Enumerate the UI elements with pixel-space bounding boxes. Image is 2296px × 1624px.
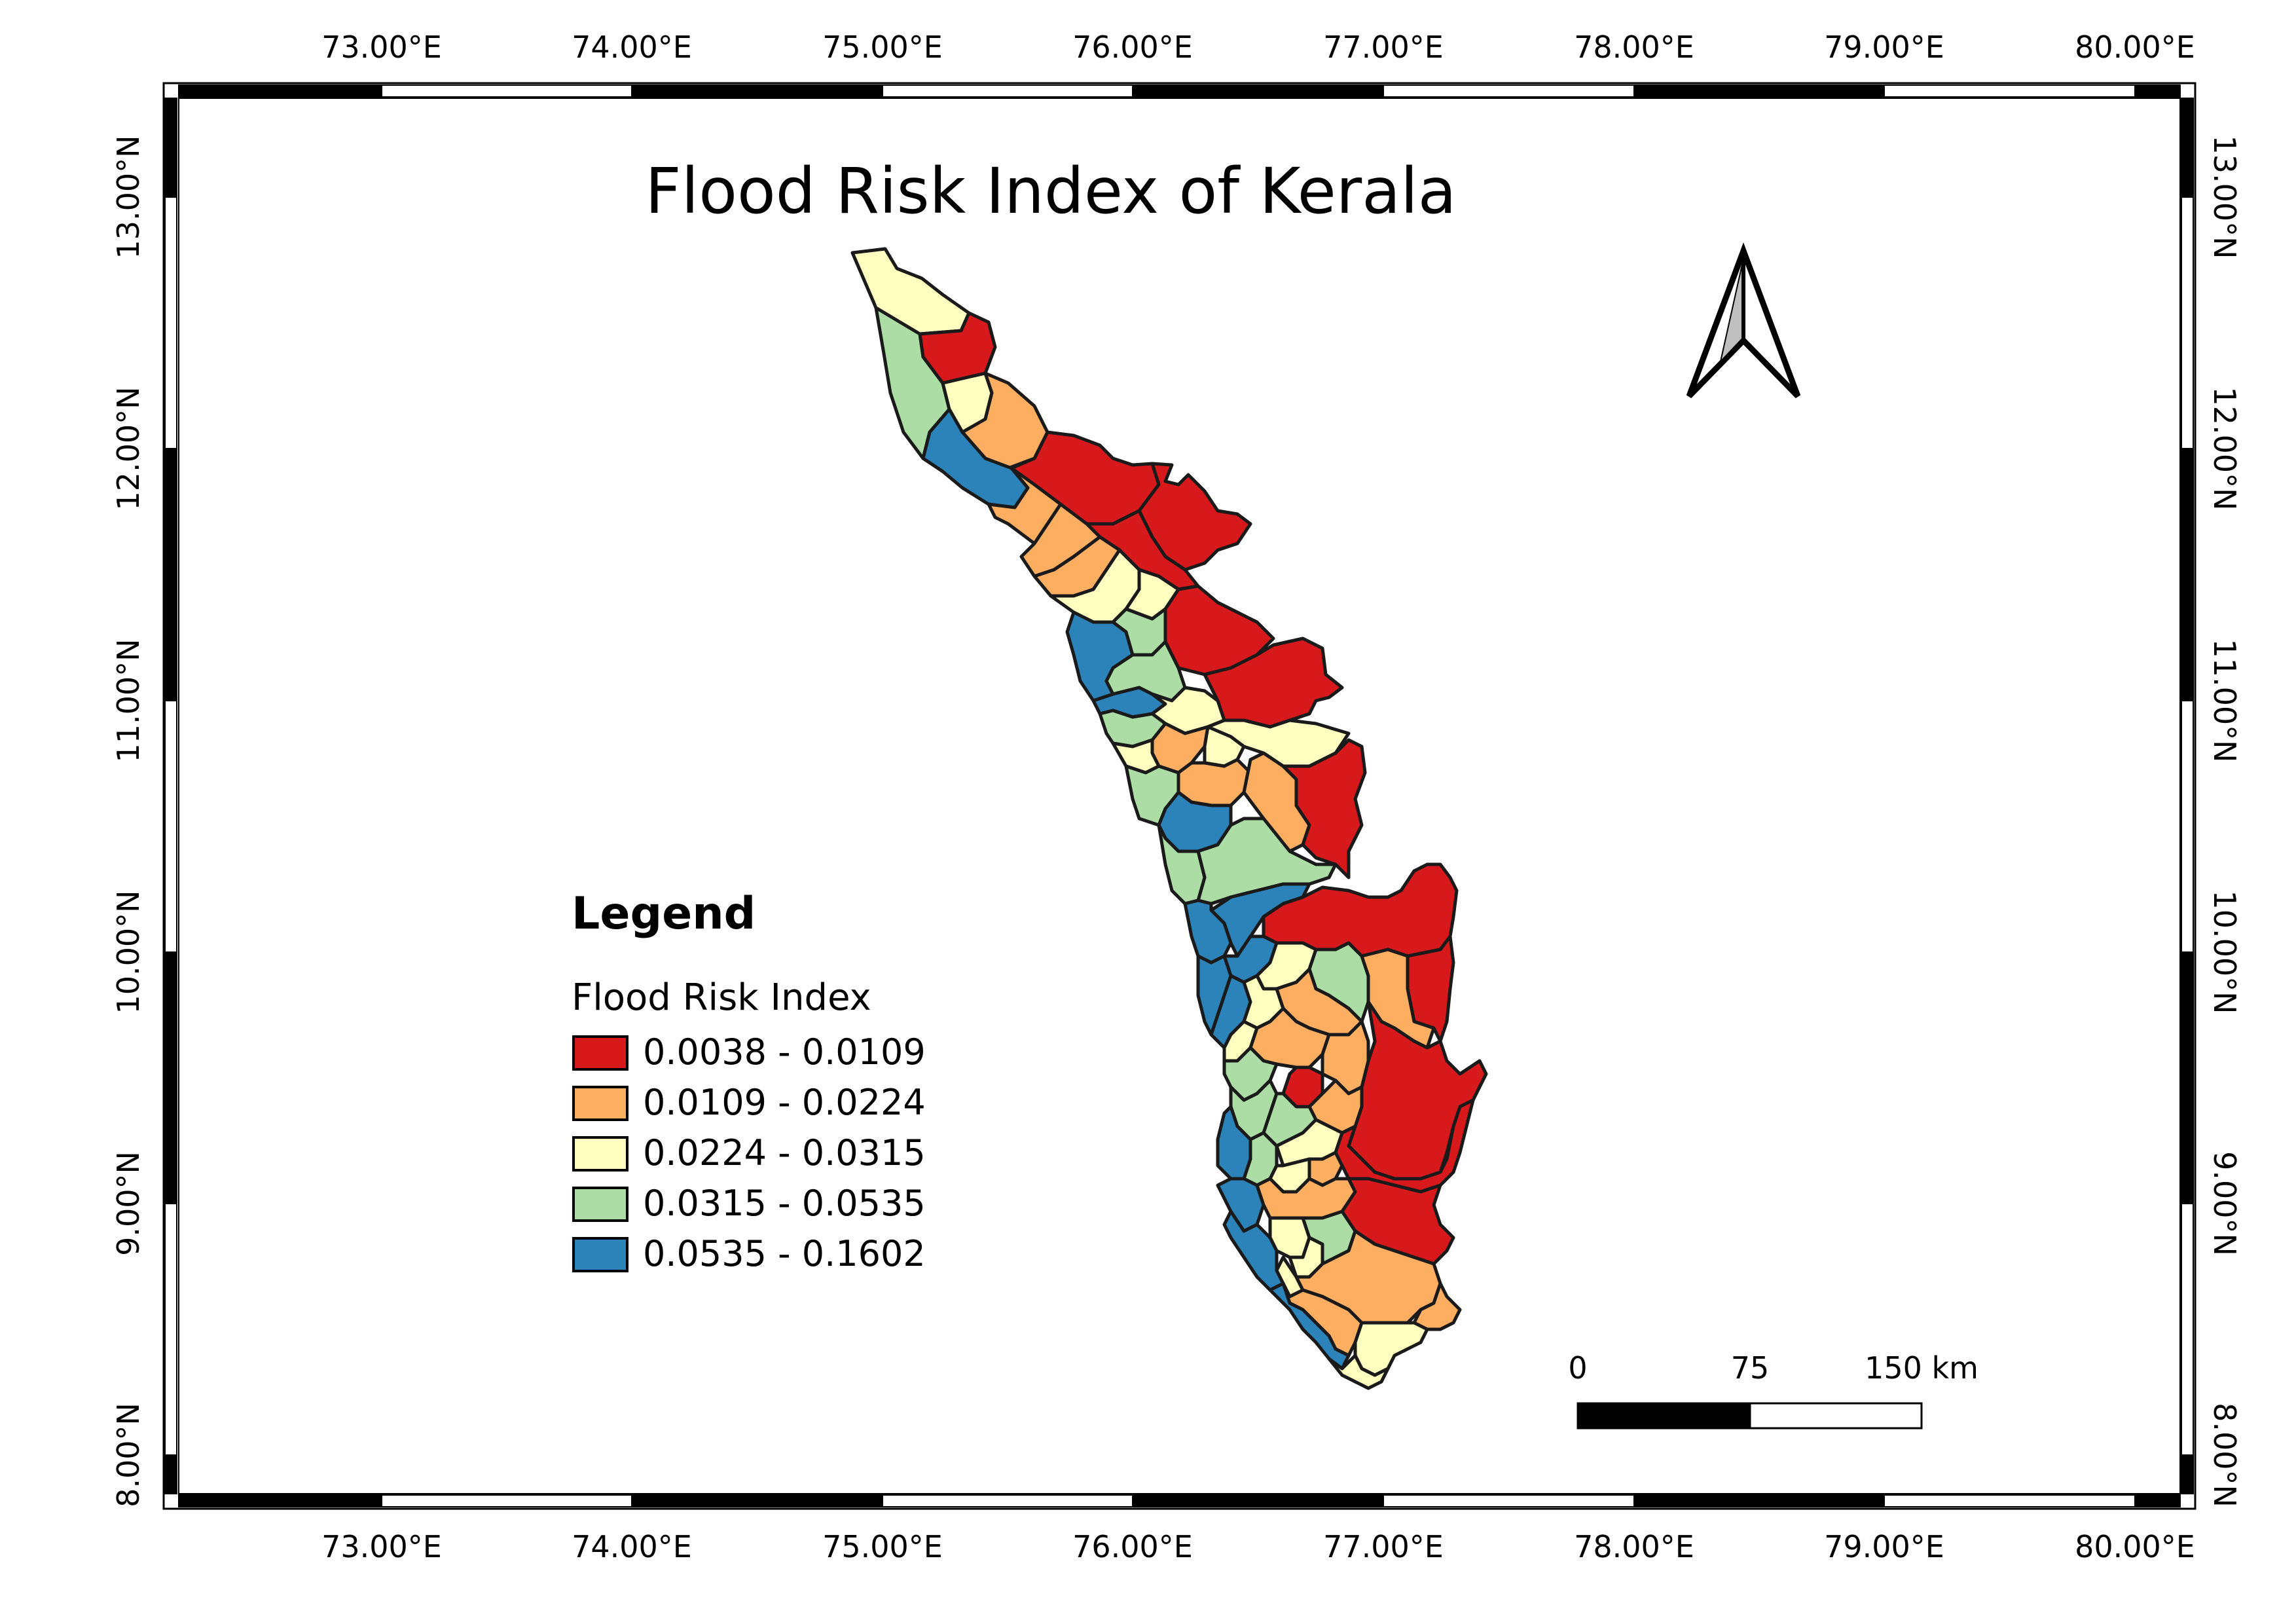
region <box>1281 738 1367 879</box>
scale-label-150: 150 km <box>1865 1350 1978 1386</box>
frame-bar-segment <box>882 84 1133 98</box>
map-title: Flood Risk Index of Kerala <box>645 155 1456 228</box>
latitude-label-left: 12.00°N <box>111 386 146 510</box>
frame-bar-segment <box>1633 1494 1885 1507</box>
frame-bar-segment <box>2181 951 2194 1204</box>
frame-bar-segment <box>1132 84 1384 98</box>
longitude-label-top: 74.00°E <box>572 29 692 65</box>
scale-label-0: 0 <box>1568 1350 1587 1386</box>
latitude-label-left: 10.00°N <box>111 890 146 1014</box>
longitude-label-bottom: 75.00°E <box>822 1529 943 1564</box>
longitude-label-bottom: 76.00°E <box>1072 1529 1193 1564</box>
frame-bar-segment <box>178 84 382 98</box>
latitude-label-right: 8.00°N <box>2207 1403 2242 1507</box>
longitude-label-top: 77.00°E <box>1323 29 1444 65</box>
frame-bar-segment <box>631 1494 883 1507</box>
scale-label-75: 75 <box>1731 1350 1770 1386</box>
frame-bar-segment <box>164 1454 177 1494</box>
legend-swatch <box>572 1086 629 1121</box>
frame-bar-segment <box>164 951 177 1204</box>
legend-label: 0.0038 - 0.0109 <box>643 1031 926 1073</box>
latitude-label-left: 8.00°N <box>111 1403 146 1507</box>
legend-label: 0.0315 - 0.0535 <box>643 1183 926 1224</box>
longitude-labels-bottom: 73.00°E 74.00°E 75.00°E 76.00°E 77.00°E 78.00… <box>321 1529 2195 1564</box>
frame-bar-segment <box>631 84 883 98</box>
frame-bar-segment <box>1383 1494 1635 1507</box>
longitude-label-bottom: 74.00°E <box>572 1529 692 1564</box>
frame-bar-segment <box>2181 98 2194 198</box>
region <box>918 311 997 385</box>
frame-bar-segment <box>164 196 177 449</box>
legend-label: 0.0535 - 0.1602 <box>643 1233 926 1274</box>
frame-bar-segment <box>2134 84 2181 98</box>
region <box>987 466 1063 545</box>
region <box>1327 1354 1390 1390</box>
longitude-label-top: 80.00°E <box>2075 29 2195 65</box>
region <box>1268 1282 1351 1371</box>
frame-bar-segment <box>882 1494 1133 1507</box>
legend-swatch <box>572 1136 629 1172</box>
legend-subtitle: Flood Risk Index <box>572 976 871 1019</box>
latitude-labels-right: 8.00°N 9.00°N 10.00°N 11.00°N 12.00°N 13.00°N <box>2207 135 2242 1507</box>
legend-items: 0.0038 - 0.0109 0.0109 - 0.0224 0.0224 - 0… <box>572 1031 926 1274</box>
frame-bar-segment <box>1383 84 1635 98</box>
legend-swatch <box>572 1035 629 1071</box>
legend-swatch <box>572 1187 629 1222</box>
latitude-label-right: 10.00°N <box>2207 890 2242 1014</box>
kerala-choropleth <box>850 247 1488 1390</box>
frame-bar-segment <box>1884 84 2136 98</box>
scale-bar-segment-light <box>1749 1402 1923 1430</box>
legend: Legend Flood Risk Index 0.0038 - 0.01090… <box>572 888 926 1274</box>
frame-bar-segment <box>1132 1494 1384 1507</box>
legend-label: 0.0109 - 0.0224 <box>643 1082 926 1123</box>
longitude-label-top: 75.00°E <box>822 29 943 65</box>
frame-bar-segment <box>2181 1203 2194 1456</box>
latitude-labels-left: 8.00°N 9.00°N 10.00°N 11.00°N 12.00°N 13.00°N <box>111 135 146 1507</box>
longitude-label-top: 73.00°E <box>321 29 442 65</box>
latitude-label-right: 12.00°N <box>2207 386 2242 510</box>
longitude-label-bottom: 73.00°E <box>321 1529 442 1564</box>
latitude-label-left: 13.00°N <box>111 135 146 259</box>
region <box>1157 823 1207 906</box>
region <box>1183 898 1233 965</box>
frame-bar-segment <box>164 1203 177 1456</box>
legend-swatch <box>572 1237 629 1272</box>
longitude-labels-top: 73.00°E 74.00°E 75.00°E 76.00°E 77.00°E 78.00… <box>321 29 2195 65</box>
frame-bar-segment <box>2181 448 2194 701</box>
frame-bar-segment <box>381 84 632 98</box>
latitude-label-left: 11.00°N <box>111 638 146 762</box>
frame-bar-segment <box>164 448 177 701</box>
frame-bar-segment <box>1633 84 1885 98</box>
frame-bar-segment <box>1884 1494 2136 1507</box>
longitude-label-bottom: 78.00°E <box>1574 1529 1694 1564</box>
latitude-label-right: 13.00°N <box>2207 135 2242 259</box>
longitude-label-bottom: 80.00°E <box>2075 1529 2195 1564</box>
frame-graticule-bars <box>164 84 2194 1507</box>
frame-bar-segment <box>2181 1454 2194 1494</box>
scale-bar-segment-dark <box>1576 1402 1751 1430</box>
north-arrow-icon <box>1686 242 1801 399</box>
latitude-label-left: 9.00°N <box>111 1151 146 1256</box>
frame-bar-segment <box>2134 1494 2181 1507</box>
frame-bar-segment <box>2181 700 2194 953</box>
frame-bar-segment <box>164 98 177 198</box>
longitude-label-top: 76.00°E <box>1072 29 1193 65</box>
longitude-label-top: 79.00°E <box>1824 29 1944 65</box>
frame-bar-segment <box>381 1494 632 1507</box>
frame-bar-segment <box>178 1494 382 1507</box>
frame-bar-segment <box>164 700 177 953</box>
frame-bar-segment <box>2181 196 2194 449</box>
legend-label: 0.0224 - 0.0315 <box>643 1132 926 1173</box>
latitude-label-right: 9.00°N <box>2207 1151 2242 1256</box>
latitude-label-right: 11.00°N <box>2207 638 2242 762</box>
longitude-label-bottom: 79.00°E <box>1824 1529 1944 1564</box>
longitude-label-top: 78.00°E <box>1574 29 1694 65</box>
scale-bar: 0 75 150 km <box>1568 1350 1978 1430</box>
legend-heading: Legend <box>572 888 756 940</box>
longitude-label-bottom: 77.00°E <box>1323 1529 1444 1564</box>
